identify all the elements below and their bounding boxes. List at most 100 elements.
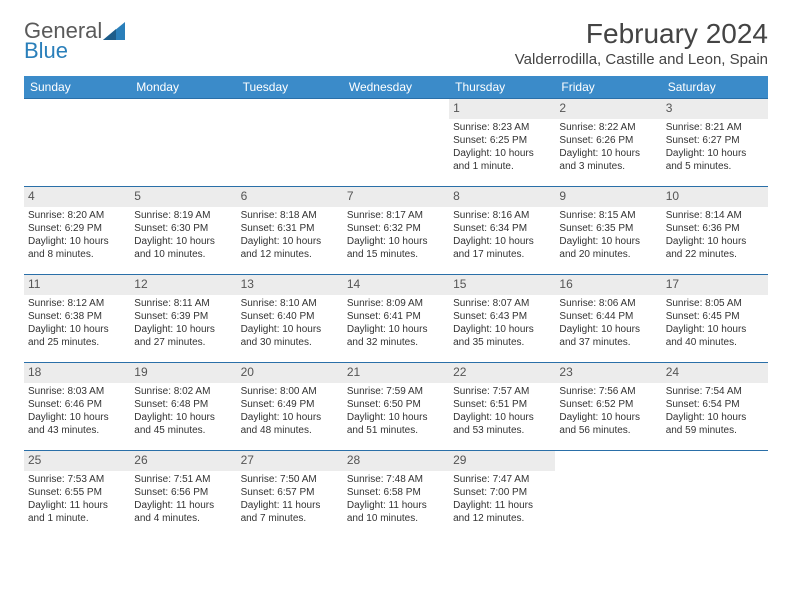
cell-line: and 3 minutes.: [559, 160, 657, 173]
calendar-cell: 25Sunrise: 7:53 AMSunset: 6:55 PMDayligh…: [24, 451, 130, 539]
cell-line: Daylight: 10 hours: [559, 147, 657, 160]
cell-line: Sunset: 6:50 PM: [347, 398, 445, 411]
cell-line: and 4 minutes.: [134, 512, 232, 525]
cell-line: Sunset: 6:31 PM: [241, 222, 339, 235]
cell-line: Sunset: 6:51 PM: [453, 398, 551, 411]
cell-line: Sunset: 6:41 PM: [347, 310, 445, 323]
cell-line: Daylight: 11 hours: [241, 499, 339, 512]
calendar-cell: [237, 99, 343, 187]
cell-line: Sunset: 6:30 PM: [134, 222, 232, 235]
day-number: 20: [237, 363, 343, 383]
day-number: 14: [343, 275, 449, 295]
cell-line: and 48 minutes.: [241, 424, 339, 437]
calendar-cell: 10Sunrise: 8:14 AMSunset: 6:36 PMDayligh…: [662, 187, 768, 275]
cell-line: Daylight: 11 hours: [134, 499, 232, 512]
cell-line: and 15 minutes.: [347, 248, 445, 261]
calendar-cell: 19Sunrise: 8:02 AMSunset: 6:48 PMDayligh…: [130, 363, 236, 451]
calendar-cell: 18Sunrise: 8:03 AMSunset: 6:46 PMDayligh…: [24, 363, 130, 451]
day-number: 3: [662, 99, 768, 119]
calendar-cell: 11Sunrise: 8:12 AMSunset: 6:38 PMDayligh…: [24, 275, 130, 363]
cell-line: Sunrise: 7:53 AM: [28, 473, 126, 486]
day-number: 4: [24, 187, 130, 207]
cell-line: Sunrise: 8:06 AM: [559, 297, 657, 310]
cell-line: Sunrise: 7:57 AM: [453, 385, 551, 398]
brand-part2: Blue: [24, 38, 68, 64]
calendar-page: General February 2024 Valderrodilla, Cas…: [0, 0, 792, 549]
day-number: 17: [662, 275, 768, 295]
cell-line: and 45 minutes.: [134, 424, 232, 437]
cell-line: Sunrise: 8:11 AM: [134, 297, 232, 310]
cell-line: Sunrise: 8:23 AM: [453, 121, 551, 134]
calendar-cell: 28Sunrise: 7:48 AMSunset: 6:58 PMDayligh…: [343, 451, 449, 539]
cell-line: and 1 minute.: [28, 512, 126, 525]
cell-line: Sunrise: 7:56 AM: [559, 385, 657, 398]
cell-line: Sunrise: 7:50 AM: [241, 473, 339, 486]
cell-line: Daylight: 10 hours: [666, 411, 764, 424]
weekday-header: Monday: [130, 76, 236, 99]
calendar-cell: 20Sunrise: 8:00 AMSunset: 6:49 PMDayligh…: [237, 363, 343, 451]
cell-line: and 8 minutes.: [28, 248, 126, 261]
calendar-cell: 16Sunrise: 8:06 AMSunset: 6:44 PMDayligh…: [555, 275, 661, 363]
cell-line: Sunrise: 8:18 AM: [241, 209, 339, 222]
cell-line: Sunset: 6:45 PM: [666, 310, 764, 323]
cell-line: Daylight: 10 hours: [134, 323, 232, 336]
brand-triangle-icon: [103, 22, 125, 40]
cell-line: Sunset: 6:57 PM: [241, 486, 339, 499]
cell-line: Sunset: 6:25 PM: [453, 134, 551, 147]
cell-line: and 10 minutes.: [134, 248, 232, 261]
cell-line: Sunrise: 8:00 AM: [241, 385, 339, 398]
calendar-cell: 27Sunrise: 7:50 AMSunset: 6:57 PMDayligh…: [237, 451, 343, 539]
day-number: 25: [24, 451, 130, 471]
cell-line: Daylight: 10 hours: [453, 147, 551, 160]
cell-line: Sunset: 6:36 PM: [666, 222, 764, 235]
day-number: 6: [237, 187, 343, 207]
cell-line: Sunset: 6:27 PM: [666, 134, 764, 147]
calendar-cell: 2Sunrise: 8:22 AMSunset: 6:26 PMDaylight…: [555, 99, 661, 187]
day-number: 1: [449, 99, 555, 119]
cell-line: Daylight: 10 hours: [241, 411, 339, 424]
cell-line: Sunrise: 7:47 AM: [453, 473, 551, 486]
cell-line: and 56 minutes.: [559, 424, 657, 437]
day-number: 9: [555, 187, 661, 207]
cell-line: Sunrise: 8:16 AM: [453, 209, 551, 222]
cell-line: Sunset: 6:56 PM: [134, 486, 232, 499]
cell-line: Daylight: 10 hours: [134, 235, 232, 248]
cell-line: Daylight: 11 hours: [453, 499, 551, 512]
cell-line: and 17 minutes.: [453, 248, 551, 261]
cell-line: Sunset: 6:35 PM: [559, 222, 657, 235]
calendar-cell: [662, 451, 768, 539]
cell-line: Sunset: 6:43 PM: [453, 310, 551, 323]
calendar-cell: [130, 99, 236, 187]
calendar-cell: 12Sunrise: 8:11 AMSunset: 6:39 PMDayligh…: [130, 275, 236, 363]
cell-line: Daylight: 11 hours: [347, 499, 445, 512]
cell-line: Sunset: 6:29 PM: [28, 222, 126, 235]
cell-line: Sunrise: 8:10 AM: [241, 297, 339, 310]
weekday-header: Sunday: [24, 76, 130, 99]
calendar-cell: 26Sunrise: 7:51 AMSunset: 6:56 PMDayligh…: [130, 451, 236, 539]
calendar-cell: 9Sunrise: 8:15 AMSunset: 6:35 PMDaylight…: [555, 187, 661, 275]
cell-line: Daylight: 10 hours: [453, 235, 551, 248]
calendar-cell: [343, 99, 449, 187]
calendar-cell: 4Sunrise: 8:20 AMSunset: 6:29 PMDaylight…: [24, 187, 130, 275]
cell-line: Sunrise: 8:03 AM: [28, 385, 126, 398]
title-block: February 2024 Valderrodilla, Castille an…: [515, 18, 768, 68]
day-number: 16: [555, 275, 661, 295]
day-number: 11: [24, 275, 130, 295]
cell-line: Daylight: 10 hours: [559, 323, 657, 336]
cell-line: Daylight: 10 hours: [453, 411, 551, 424]
cell-line: Sunrise: 8:09 AM: [347, 297, 445, 310]
cell-line: Sunrise: 7:48 AM: [347, 473, 445, 486]
calendar-cell: 14Sunrise: 8:09 AMSunset: 6:41 PMDayligh…: [343, 275, 449, 363]
page-header: General February 2024 Valderrodilla, Cas…: [24, 18, 768, 68]
cell-line: and 32 minutes.: [347, 336, 445, 349]
cell-line: Sunrise: 8:05 AM: [666, 297, 764, 310]
day-number: 5: [130, 187, 236, 207]
cell-line: Sunrise: 8:12 AM: [28, 297, 126, 310]
day-number: 19: [130, 363, 236, 383]
cell-line: Daylight: 10 hours: [241, 323, 339, 336]
day-number: 18: [24, 363, 130, 383]
cell-line: Sunset: 6:48 PM: [134, 398, 232, 411]
day-number: 24: [662, 363, 768, 383]
calendar-body: 1Sunrise: 8:23 AMSunset: 6:25 PMDaylight…: [24, 99, 768, 539]
cell-line: and 59 minutes.: [666, 424, 764, 437]
